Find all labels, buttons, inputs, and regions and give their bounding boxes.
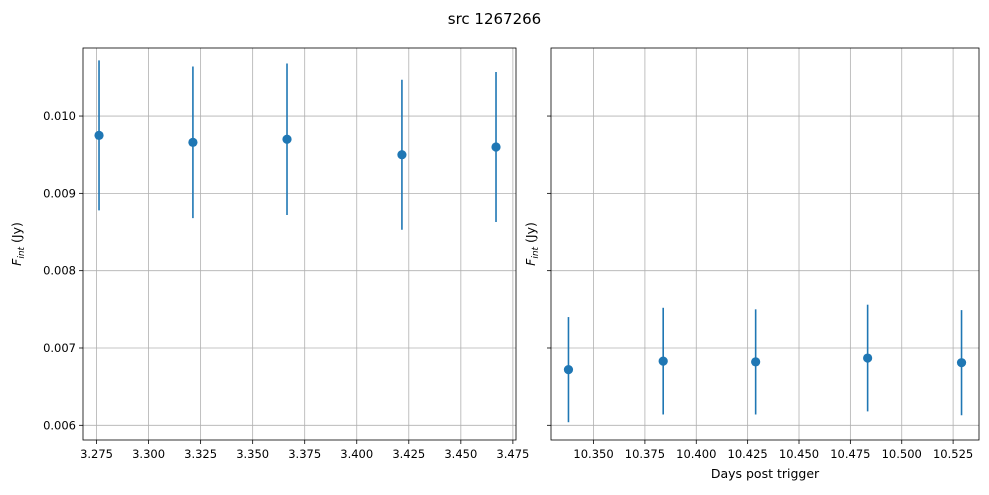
left-y-tick-label: 0.006 <box>43 418 76 432</box>
left-axes-frame <box>82 47 517 441</box>
left-y-axis-label: Fint (Jy) <box>9 222 27 266</box>
right-data-point <box>751 357 761 367</box>
left-x-tick-label: 3.475 <box>496 447 529 461</box>
left-gridlines <box>83 48 516 440</box>
right-data-series <box>563 304 967 423</box>
right-y-axis-label: Fint (Jy) <box>523 222 541 266</box>
left-data-point <box>397 150 407 160</box>
right-gridlines <box>551 48 979 440</box>
right-y-axis-label-base: F <box>523 258 538 266</box>
left-data-point <box>491 142 501 152</box>
right-x-tick-label: 10.500 <box>882 447 922 461</box>
left-ticks: 3.275 3.300 3.325 3.350 3.375 3.400 3.425 3.450… <box>43 109 529 461</box>
right-ticks: 10.350 10.375 10.400 10.425 10.450 10.475 10.5… <box>547 115 973 461</box>
left-x-tick-label: 3.275 <box>80 447 113 461</box>
left-panel: 3.275 3.300 3.325 3.350 3.375 3.400 3.425 3.450… <box>9 47 529 461</box>
left-data-point <box>94 130 104 140</box>
left-x-tick-label: 3.350 <box>236 447 269 461</box>
right-x-axis-label: Days post trigger <box>711 466 820 481</box>
right-y-axis-label-sub: int <box>531 246 541 258</box>
right-data-point <box>563 365 574 375</box>
left-x-tick-label: 3.400 <box>340 447 373 461</box>
right-axes-frame <box>550 47 980 441</box>
left-x-tick-label: 3.375 <box>288 447 321 461</box>
left-data-point <box>188 137 198 147</box>
left-y-tick-label: 0.009 <box>43 186 76 200</box>
left-y-tick-label: 0.008 <box>43 264 76 278</box>
chart-title: src 1267266 <box>448 10 541 28</box>
right-x-tick-label: 10.375 <box>625 447 665 461</box>
left-data-point <box>282 134 292 144</box>
right-data-point <box>658 356 668 366</box>
right-x-tick-label: 10.475 <box>830 447 870 461</box>
right-x-tick-label: 10.400 <box>676 447 716 461</box>
left-y-axis-label-sub: int <box>17 246 27 258</box>
right-x-tick-label: 10.525 <box>933 447 973 461</box>
right-x-tick-label: 10.450 <box>779 447 819 461</box>
right-y-axis-label-unit: (Jy) <box>523 222 538 247</box>
left-data-series <box>94 60 501 230</box>
left-x-tick-label: 3.300 <box>132 447 165 461</box>
left-x-tick-label: 3.450 <box>444 447 477 461</box>
left-x-tick-label: 3.325 <box>184 447 217 461</box>
left-x-tick-label: 3.425 <box>392 447 425 461</box>
right-panel: 10.350 10.375 10.400 10.425 10.450 10.475 10.5… <box>523 47 980 481</box>
left-y-tick-label: 0.007 <box>43 341 76 355</box>
left-y-axis-label-base: F <box>9 258 24 266</box>
left-y-tick-label: 0.010 <box>43 109 76 123</box>
right-data-point <box>863 353 873 363</box>
right-x-tick-label: 10.350 <box>573 447 613 461</box>
right-data-point <box>956 358 967 368</box>
left-y-axis-label-unit: (Jy) <box>9 222 24 247</box>
right-x-tick-label: 10.425 <box>728 447 768 461</box>
